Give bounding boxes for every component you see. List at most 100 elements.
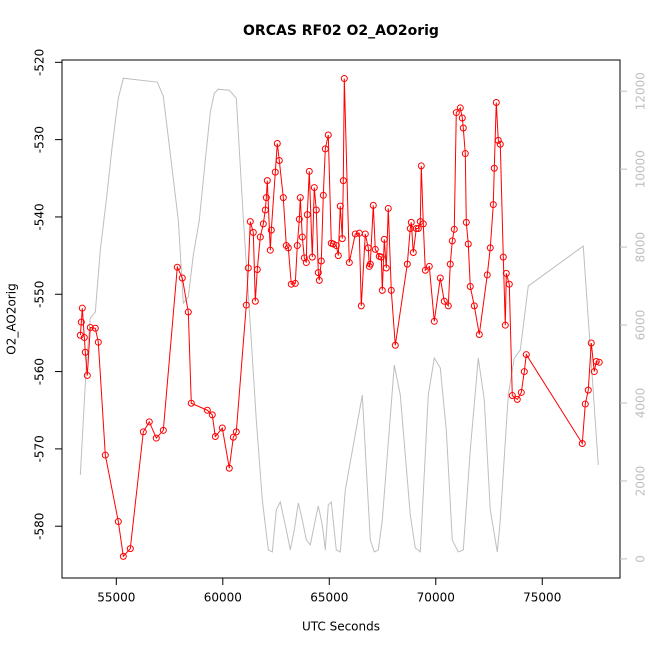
data-point bbox=[436, 274, 444, 282]
data-point bbox=[314, 269, 322, 277]
data-point bbox=[159, 426, 167, 434]
data-point bbox=[78, 304, 86, 312]
data-point bbox=[340, 75, 348, 83]
y-tick-label: -530 bbox=[33, 126, 47, 153]
data-point bbox=[315, 276, 323, 284]
data-point bbox=[430, 317, 438, 325]
data-point bbox=[305, 167, 313, 175]
data-point bbox=[364, 244, 372, 252]
y2-tick-label: 0 bbox=[634, 555, 648, 563]
data-point bbox=[464, 240, 472, 248]
data-point bbox=[489, 201, 497, 209]
x-axis-label: UTC Seconds bbox=[302, 620, 380, 634]
data-point bbox=[578, 439, 586, 447]
data-point bbox=[94, 338, 102, 346]
data-point bbox=[81, 348, 89, 356]
data-point bbox=[321, 145, 329, 153]
data-point bbox=[403, 260, 411, 268]
data-point bbox=[417, 162, 425, 170]
y-axis-label: O2_AO2orig bbox=[5, 283, 19, 354]
data-point bbox=[139, 428, 147, 436]
data-point bbox=[419, 220, 427, 228]
data-point bbox=[339, 177, 347, 185]
data-point bbox=[483, 271, 491, 279]
data-point bbox=[508, 392, 516, 400]
data-point bbox=[246, 218, 254, 226]
data-point bbox=[203, 406, 211, 414]
data-point bbox=[178, 274, 186, 282]
data-point bbox=[273, 139, 281, 147]
data-point bbox=[211, 433, 219, 441]
data-point bbox=[450, 225, 458, 233]
data-point bbox=[308, 253, 316, 261]
data-point bbox=[414, 225, 422, 233]
data-point bbox=[293, 242, 301, 250]
data-point bbox=[502, 269, 510, 277]
plot-frame bbox=[61, 59, 621, 579]
data-point bbox=[284, 244, 292, 252]
data-point bbox=[253, 266, 261, 274]
x-tick-label: 70000 bbox=[417, 591, 455, 605]
data-point bbox=[499, 253, 507, 261]
data-point bbox=[377, 253, 385, 261]
data-point bbox=[101, 451, 109, 459]
data-point bbox=[452, 109, 460, 117]
data-point bbox=[296, 194, 304, 202]
data-point bbox=[407, 218, 415, 226]
y-tick-label: -550 bbox=[33, 281, 47, 308]
data-point bbox=[266, 246, 274, 254]
data-point bbox=[409, 249, 417, 257]
data-point bbox=[83, 371, 91, 379]
data-point bbox=[592, 358, 600, 366]
data-point bbox=[490, 164, 498, 172]
data-point bbox=[334, 252, 342, 260]
x-tick-label: 65000 bbox=[310, 591, 348, 605]
data-point bbox=[303, 211, 311, 219]
y-tick-label: -520 bbox=[33, 49, 47, 76]
data-point bbox=[312, 206, 320, 214]
data-point bbox=[590, 368, 598, 376]
data-point bbox=[391, 341, 399, 349]
data-point bbox=[145, 418, 153, 426]
y-tick-label: -570 bbox=[33, 435, 47, 462]
data-point bbox=[492, 99, 500, 107]
y2-tick-label: 12000 bbox=[634, 72, 648, 110]
data-point bbox=[298, 233, 306, 241]
data-point bbox=[446, 260, 454, 268]
data-point bbox=[475, 330, 483, 338]
data-point bbox=[187, 399, 195, 407]
data-point bbox=[380, 235, 388, 243]
data-point bbox=[229, 433, 237, 441]
data-point bbox=[300, 254, 308, 262]
data-point bbox=[425, 262, 433, 270]
data-point bbox=[470, 302, 478, 310]
data-point bbox=[184, 308, 192, 316]
data-point bbox=[501, 321, 509, 329]
data-point bbox=[218, 424, 226, 432]
data-point bbox=[262, 194, 270, 202]
data-point bbox=[444, 302, 452, 310]
data-point bbox=[357, 302, 365, 310]
data-point bbox=[261, 206, 269, 214]
data-point bbox=[494, 136, 502, 144]
data-point bbox=[287, 280, 295, 288]
data-point bbox=[77, 318, 85, 326]
data-point bbox=[369, 201, 377, 209]
data-point bbox=[456, 104, 464, 112]
data-point bbox=[119, 552, 127, 560]
data-point bbox=[486, 244, 494, 252]
data-point bbox=[361, 230, 369, 238]
data-point bbox=[412, 225, 420, 233]
data-point bbox=[225, 464, 233, 472]
data-point bbox=[336, 202, 344, 210]
data-point bbox=[173, 263, 181, 271]
data-point bbox=[319, 191, 327, 199]
data-point bbox=[448, 237, 456, 245]
data-point bbox=[249, 228, 257, 236]
y2-tick-label: 6000 bbox=[634, 310, 648, 341]
data-point bbox=[384, 204, 392, 212]
y2-tick-label: 10000 bbox=[634, 150, 648, 188]
data-point bbox=[520, 368, 528, 376]
